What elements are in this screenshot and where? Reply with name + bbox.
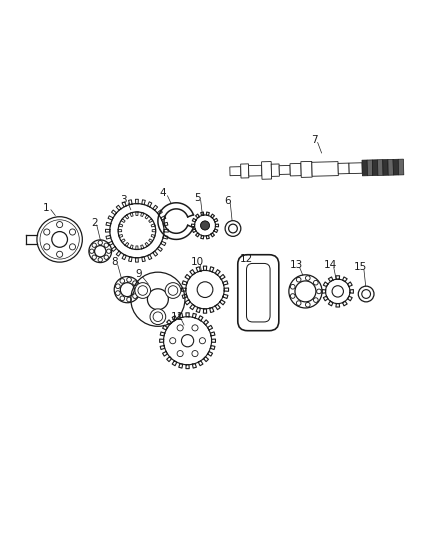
Polygon shape [388,159,393,175]
Polygon shape [271,164,279,176]
FancyBboxPatch shape [238,255,279,330]
Text: 2: 2 [91,218,97,228]
Polygon shape [362,160,367,176]
Circle shape [165,282,181,298]
Circle shape [135,282,151,298]
Text: 12: 12 [240,254,253,264]
Text: 3: 3 [120,195,127,205]
Polygon shape [312,161,338,176]
Polygon shape [349,163,362,174]
Text: 9: 9 [135,269,142,279]
Text: 4: 4 [160,188,166,198]
Polygon shape [261,161,272,179]
Polygon shape [248,165,262,176]
Text: 13: 13 [290,260,304,270]
Text: 5: 5 [194,192,201,203]
Text: 8: 8 [111,257,117,267]
Polygon shape [230,167,241,176]
Text: 14: 14 [324,260,337,270]
Text: 1: 1 [42,203,49,213]
Text: 6: 6 [224,196,231,206]
Polygon shape [290,164,301,176]
Polygon shape [367,160,373,176]
Polygon shape [338,163,349,174]
Circle shape [150,309,166,325]
Circle shape [201,221,209,230]
Polygon shape [393,159,399,175]
Polygon shape [398,159,404,175]
Text: 15: 15 [354,262,367,272]
Polygon shape [383,159,388,175]
Polygon shape [240,164,249,178]
Polygon shape [279,165,290,174]
Polygon shape [372,160,378,175]
Text: 7: 7 [311,135,318,145]
Text: 10: 10 [191,257,204,267]
Polygon shape [378,160,383,175]
FancyBboxPatch shape [247,263,270,322]
Polygon shape [301,161,312,177]
Text: 11: 11 [171,312,184,322]
